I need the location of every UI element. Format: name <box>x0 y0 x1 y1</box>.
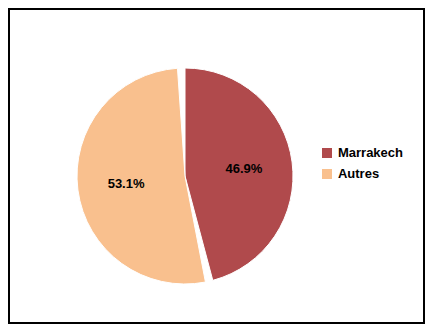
html-text:Marrakech: Marrakech <box>338 145 403 160</box>
html-text:Autres: Autres <box>338 166 380 181</box>
svg-text:53.1%: 53.1% <box>108 176 145 191</box>
svg-text:46.9%: 46.9% <box>225 161 262 176</box>
